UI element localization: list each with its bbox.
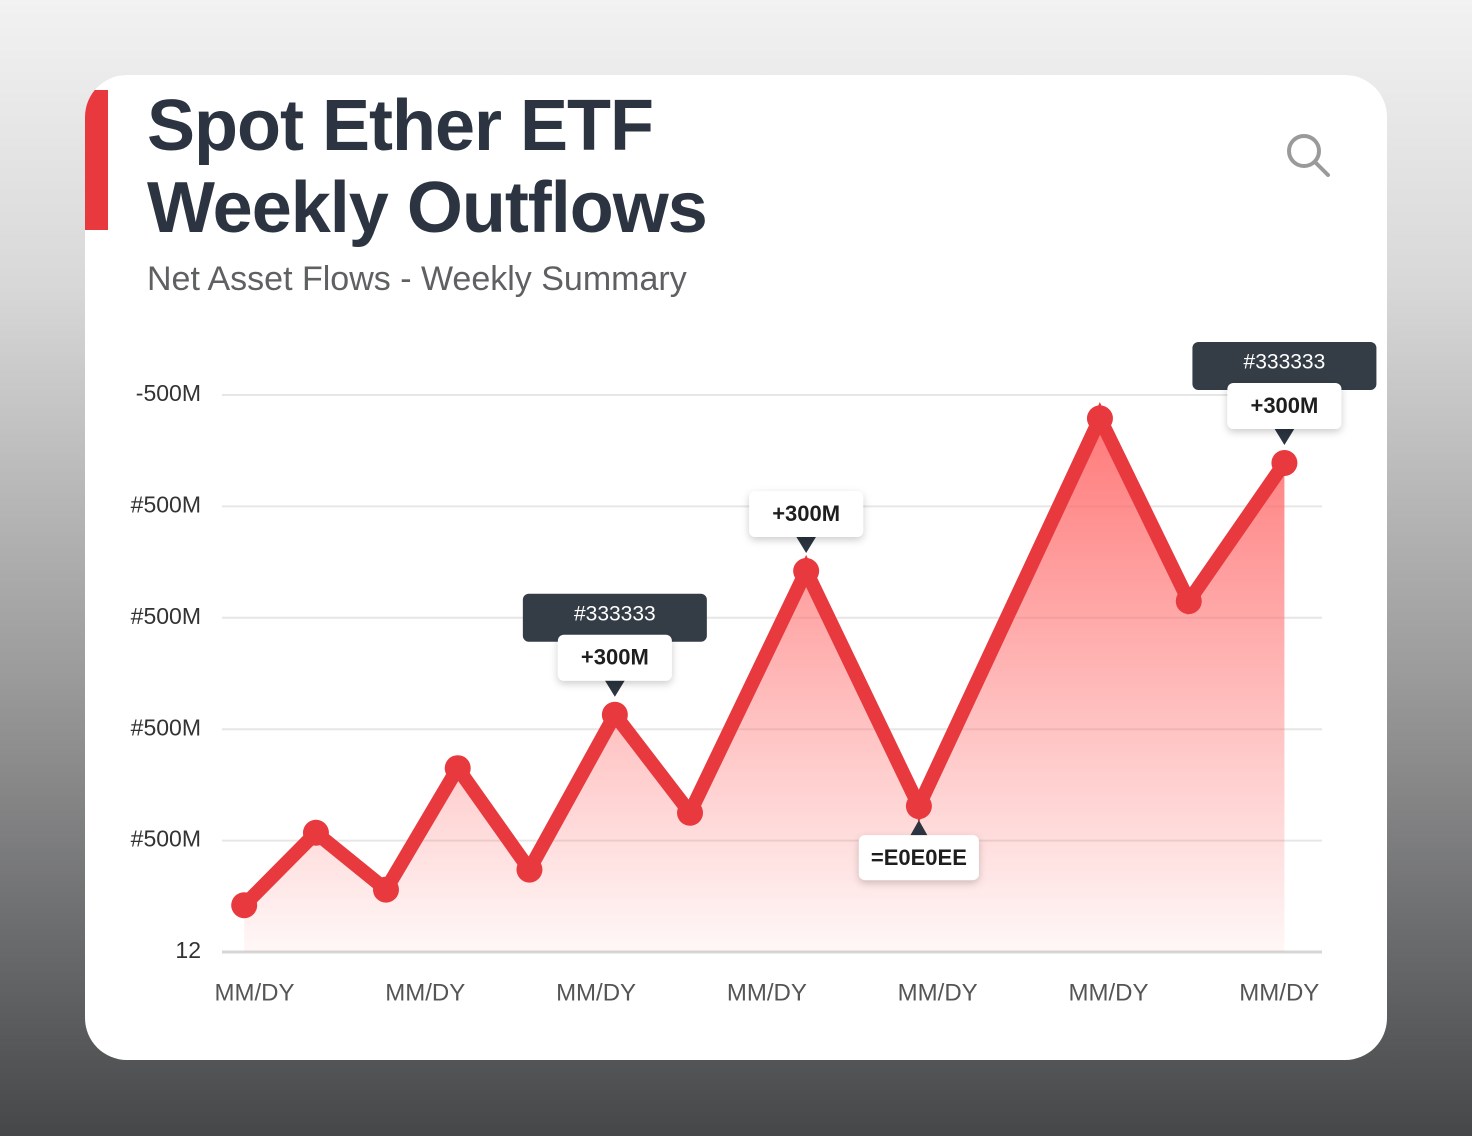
callout-box (858, 835, 979, 881)
point (601, 701, 628, 728)
callout-tag: #333333 (574, 602, 656, 625)
annotation: #333333 +300M (1192, 341, 1377, 445)
y-tick-label: #500M (131, 714, 201, 740)
point (444, 755, 471, 782)
search-icon[interactable] (1287, 134, 1330, 177)
callout-tag-box (522, 593, 707, 642)
annotation: =E0E0EE (858, 820, 979, 881)
callout-tag: #333333 (1244, 351, 1326, 374)
y-tick-label: 12 (175, 937, 201, 963)
x-tick-label: MM/DY (556, 979, 636, 1006)
callout-pointer (795, 535, 818, 554)
point (905, 793, 932, 820)
callout-box (557, 634, 672, 681)
y-tick-label: #500M (131, 603, 201, 629)
callout-box (1227, 382, 1342, 429)
y-tick-label: #500M (131, 491, 201, 517)
callout-pointer (603, 678, 626, 697)
accent-bar (85, 90, 108, 230)
point (677, 799, 704, 826)
point (516, 856, 543, 883)
point (372, 876, 399, 903)
callout-box (749, 491, 864, 538)
point (1271, 449, 1298, 476)
x-tick-label: MM/DY (385, 979, 465, 1006)
x-tick-label: MM/DY (898, 979, 978, 1006)
x-tick-label: MM/DY (214, 979, 294, 1006)
y-tick-label: #500M (131, 826, 201, 852)
area (244, 418, 1285, 952)
callout-label: =E0E0EE (871, 845, 967, 870)
callout-pointer (1273, 426, 1296, 445)
chart-subtitle: Net Asset Flows - Weekly Summary (147, 260, 687, 298)
annotation: #333333 +300M (522, 593, 707, 697)
callout-pointer (909, 820, 928, 837)
annotation: +300M (749, 491, 864, 554)
y-tick-label: -500M (136, 380, 201, 406)
x-tick-label: MM/DY (1239, 979, 1319, 1006)
callout-label: +300M (772, 501, 840, 526)
x-tick-label: MM/DY (727, 979, 807, 1006)
chart-title: Spot Ether ETF Weekly Outflows (147, 86, 708, 248)
callout-label: +300M (581, 645, 649, 670)
x-tick-label: MM/DY (1068, 979, 1148, 1006)
point (302, 819, 329, 846)
callout-label: +300M (1250, 393, 1318, 418)
point (231, 892, 258, 919)
line (239, 402, 1291, 911)
point (793, 558, 820, 585)
callout-tag-box (1192, 341, 1377, 390)
point (1086, 405, 1113, 432)
point (1175, 588, 1202, 615)
